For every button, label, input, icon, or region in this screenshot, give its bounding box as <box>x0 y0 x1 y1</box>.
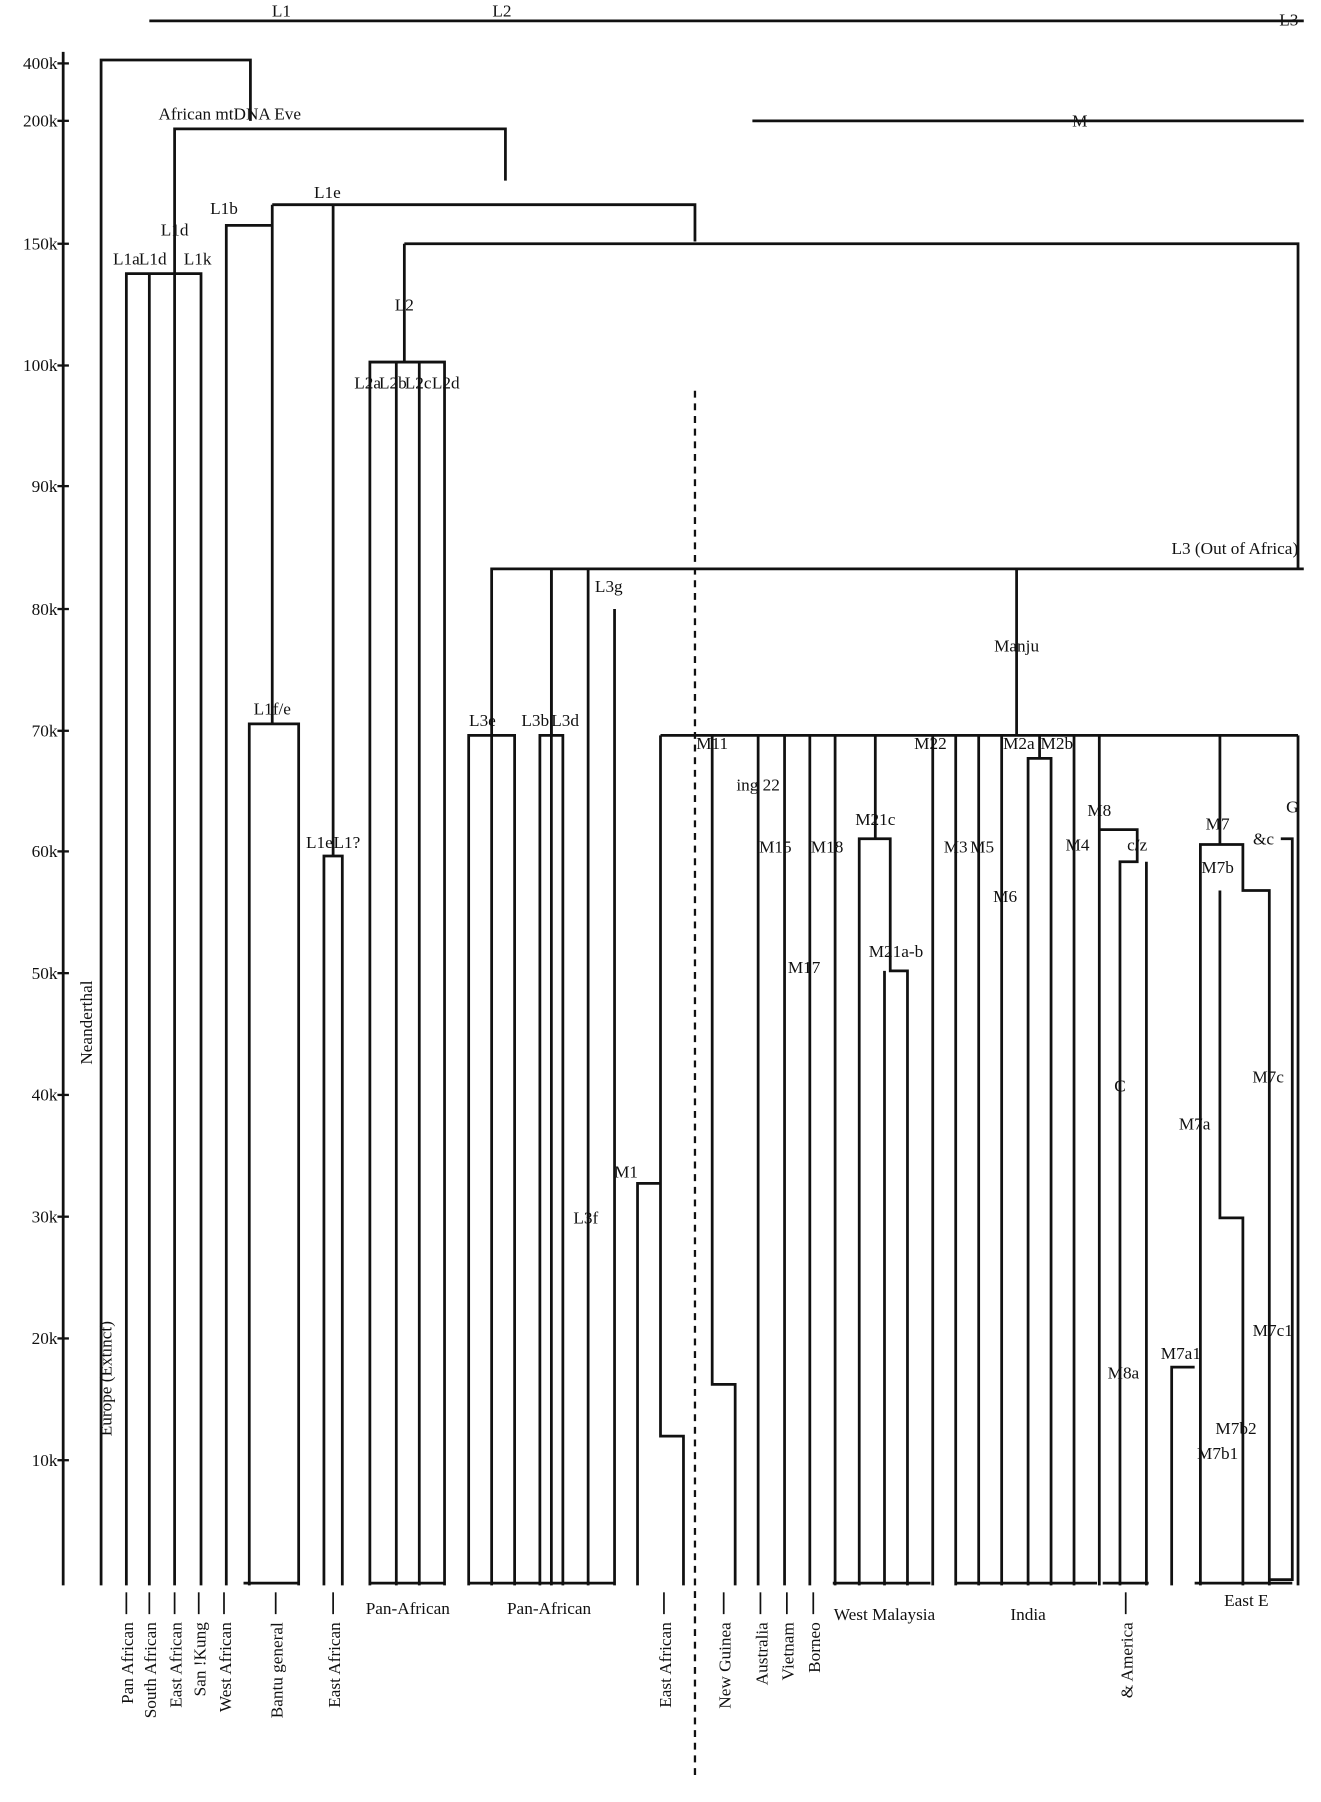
node-label: L2c <box>405 373 432 392</box>
axis-tick-label: 30k <box>32 1207 58 1226</box>
side-label: Neanderthal <box>77 980 96 1064</box>
node-label: L1a <box>113 249 140 268</box>
leaf-label: Vietnam <box>779 1622 798 1681</box>
leaf-label: & America <box>1118 1622 1137 1698</box>
axis-tick-label: 70k <box>32 722 58 741</box>
node-label: M7b <box>1201 858 1234 877</box>
node-label: c/z <box>1127 835 1147 854</box>
node-label: L1d <box>139 249 167 268</box>
node-label: L1e <box>314 183 341 202</box>
node-label: M7c <box>1252 1067 1284 1086</box>
node-label: M4 <box>1066 835 1090 854</box>
axis-tick-label: 80k <box>32 600 58 619</box>
node-label: M17 <box>788 958 821 977</box>
leaf-label: Borneo <box>805 1622 824 1673</box>
group-label: Pan-African <box>366 1599 451 1618</box>
node-label: L3e <box>469 711 496 730</box>
axis-tick-label: 400k <box>23 54 58 73</box>
node-label: M11 <box>696 734 728 753</box>
leaf-label: Bantu general <box>268 1622 287 1718</box>
node-label: M7b1 <box>1197 1444 1238 1463</box>
node-label: L3f <box>573 1209 598 1228</box>
axis-tick-label: 50k <box>32 964 58 983</box>
tree-lines <box>61 19 1304 1586</box>
axis-tick-label: 20k <box>32 1329 58 1348</box>
node-label: L3b <box>521 711 549 730</box>
node-label: L1f/e <box>254 700 292 719</box>
group-label: East E <box>1224 1591 1268 1610</box>
node-label: L3 (Out of Africa) <box>1171 539 1298 558</box>
node-label: M18 <box>811 838 844 857</box>
node-label: M7c1 <box>1253 1321 1293 1340</box>
node-label: L1b <box>210 199 238 218</box>
node-label: M15 <box>759 838 792 857</box>
top-label: African mtDNA Eve <box>158 105 301 124</box>
node-label: M7b2 <box>1215 1419 1256 1438</box>
node-label: M2a <box>1003 734 1035 753</box>
group-label: India <box>1010 1605 1046 1624</box>
node-label: G <box>1286 797 1298 816</box>
node-label: M1 <box>614 1163 638 1182</box>
top-label: L3 <box>1279 10 1298 29</box>
top-label: M <box>1072 112 1087 131</box>
axis-tick-label: 10k <box>32 1451 58 1470</box>
node-label: L2 <box>395 295 414 314</box>
axis-tick-label: 200k <box>23 112 58 131</box>
node-label: C <box>1114 1076 1126 1095</box>
axis-tick-label: 60k <box>32 842 58 861</box>
node-label: Manju <box>994 637 1039 656</box>
node-label: L3g <box>595 577 623 596</box>
node-label: M7a1 <box>1161 1344 1201 1363</box>
node-label: M8a <box>1108 1364 1140 1383</box>
leaf-label: San !Kung <box>191 1622 210 1697</box>
node-label: M22 <box>914 734 947 753</box>
node-label: M8 <box>1087 801 1111 820</box>
node-label: L3d <box>551 711 579 730</box>
axis-tick-label: 40k <box>32 1086 58 1105</box>
leaf-label: Pan African <box>118 1622 137 1704</box>
node-label: M2b <box>1041 734 1074 753</box>
top-label: L1 <box>272 1 291 20</box>
node-label: M21a-b <box>869 942 924 961</box>
leaf-label: South African <box>141 1622 160 1719</box>
node-label: M7a <box>1179 1114 1211 1133</box>
node-label: M6 <box>993 887 1017 906</box>
node-label: M3 <box>944 838 968 857</box>
node-label: L1? <box>334 833 361 852</box>
node-label: &c <box>1253 830 1274 849</box>
axis-tick-label: 90k <box>32 477 58 496</box>
node-label: M21c <box>855 810 896 829</box>
side-label: Europe (Extinct) <box>96 1321 115 1436</box>
node-label: L1e <box>306 833 333 852</box>
leaf-label: East African <box>325 1622 344 1708</box>
node-label: L2a <box>354 373 381 392</box>
node-label: L2d <box>432 373 460 392</box>
node-label: ing 22 <box>736 776 780 795</box>
leaf-label: East African <box>656 1622 675 1708</box>
axis-tick-label: 100k <box>23 356 58 375</box>
group-label: Pan-African <box>507 1599 592 1618</box>
node-label: L1k <box>184 249 212 268</box>
axis-tick-label: 150k <box>23 234 58 253</box>
node-label: M7 <box>1206 815 1230 834</box>
leaf-label: East African <box>166 1622 185 1708</box>
leaf-label: New Guinea <box>716 1622 735 1709</box>
node-label: L2b <box>379 373 407 392</box>
leaf-label: Australia <box>752 1622 771 1685</box>
top-label: L2 <box>492 1 511 20</box>
leaf-label: West African <box>216 1622 235 1712</box>
node-label: M5 <box>970 838 994 857</box>
node-label: L1d <box>161 221 189 240</box>
group-label: West Malaysia <box>834 1605 936 1624</box>
